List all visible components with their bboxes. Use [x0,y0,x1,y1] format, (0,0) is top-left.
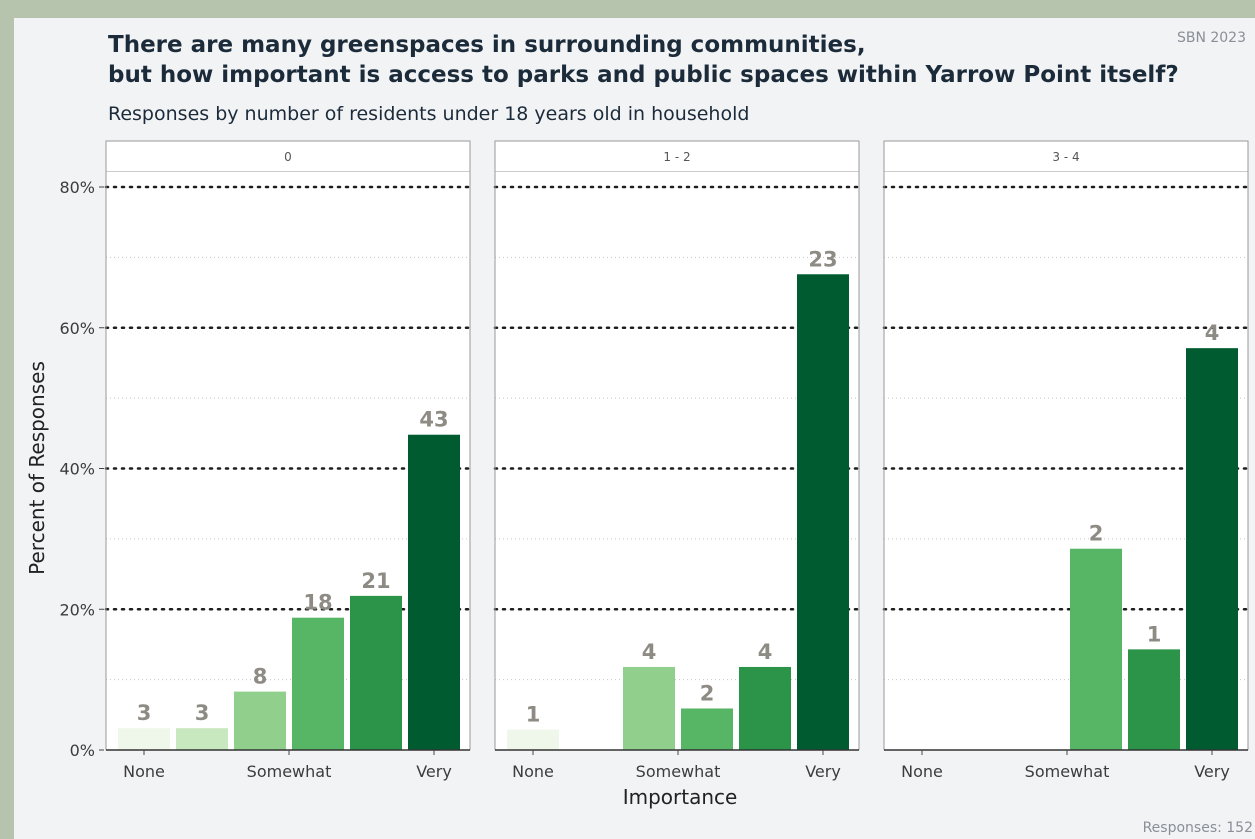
bar-value-label: 1 [526,703,541,727]
x-tick-label: None [123,762,165,781]
bar [1186,348,1238,750]
chart-title-line-2: but how important is access to parks and… [108,62,1179,88]
bar [797,274,849,750]
facet-panel: 0 3 3 8 18 21 43 None Somewhat Very [104,140,472,781]
facet-panel: 3 - 4 2 1 4 None Somewhat Very [882,140,1250,781]
x-tick-label: None [512,762,554,781]
responses-footer: Responses: 152 [1143,820,1253,836]
y-tick-label: 60% [59,319,95,338]
facet-strip [105,140,471,173]
bar [681,708,733,750]
bar [408,434,460,750]
bar-value-label: 4 [642,640,657,664]
x-tick-label: Somewhat [247,762,332,781]
bar [507,729,559,750]
bar-value-label: 4 [1205,321,1220,345]
y-tick-label: 0% [70,741,95,760]
bar [1128,649,1180,750]
x-tick-label: Very [805,762,841,781]
x-tick-label: Very [416,762,452,781]
bar [176,728,228,750]
chart-title-line-1: There are many greenspaces in surroundin… [108,32,866,58]
bar-value-label: 1 [1147,622,1162,646]
y-axis-title: Percent of Responses [25,361,49,575]
bar [234,691,286,750]
bar-value-label: 43 [419,408,448,432]
bar-value-label: 4 [758,640,773,664]
facet-strip [883,140,1249,173]
credit-text: SBN 2023 [1177,30,1246,46]
bar [118,728,170,750]
chart-subtitle: Responses by number of residents under 1… [108,103,749,125]
bar-value-label: 3 [137,701,152,725]
facet-strip-label: 0 [284,150,292,164]
bar-value-label: 23 [808,247,837,271]
bar [1070,548,1122,750]
facet-strip [494,140,860,173]
x-tick-label: Somewhat [1025,762,1110,781]
bar [350,595,402,750]
bar-value-label: 2 [700,681,715,705]
bar [623,666,675,750]
x-tick-label: Very [1194,762,1230,781]
bar [739,666,791,750]
y-tick-label: 40% [59,460,95,479]
bar-value-label: 2 [1089,522,1104,546]
x-axis-title: Importance [623,785,738,809]
facet-strip-label: 1 - 2 [663,150,690,164]
bar-value-label: 8 [253,665,268,689]
bar-value-label: 18 [303,591,332,615]
y-tick-label: 20% [59,600,95,619]
facet-strip-label: 3 - 4 [1052,150,1079,164]
bar-value-label: 3 [195,701,210,725]
facet-panel: 1 - 2 1 4 2 4 23 None Somewhat Very [493,140,861,781]
bar [292,617,344,750]
bar-value-label: 21 [361,569,390,593]
y-tick-label: 80% [59,178,95,197]
x-tick-label: None [901,762,943,781]
x-tick-label: Somewhat [636,762,721,781]
